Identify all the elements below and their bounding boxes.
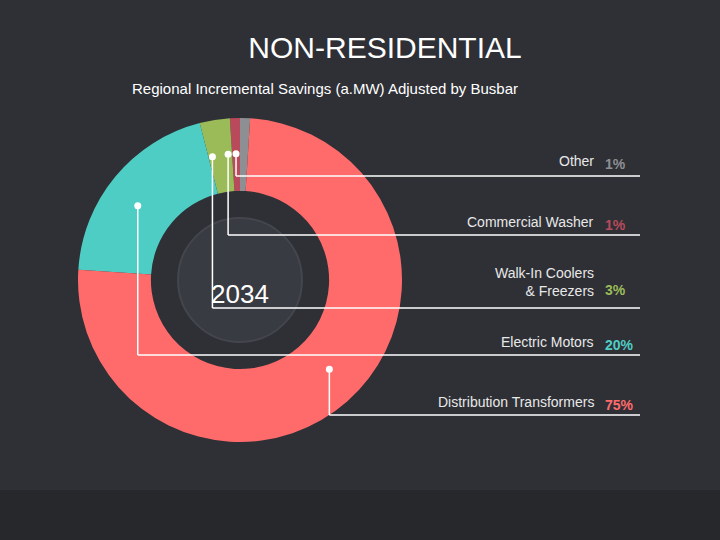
svg-text:1%: 1% xyxy=(605,156,626,172)
svg-text:Other: Other xyxy=(559,153,594,169)
svg-text:2034: 2034 xyxy=(211,279,269,309)
svg-text:Regional Incremental Savings (: Regional Incremental Savings (a.MW) Adju… xyxy=(132,80,518,97)
svg-text:1%: 1% xyxy=(605,217,626,233)
svg-text:NON-RESIDENTIAL: NON-RESIDENTIAL xyxy=(248,31,521,64)
svg-text:Commercial Washer: Commercial Washer xyxy=(467,214,594,230)
svg-text:Walk-In Coolers& Freezers: Walk-In Coolers& Freezers xyxy=(495,265,594,299)
svg-text:20%: 20% xyxy=(605,337,634,353)
svg-text:75%: 75% xyxy=(605,397,634,413)
svg-text:3%: 3% xyxy=(605,282,626,298)
svg-text:Electric Motors: Electric Motors xyxy=(501,334,594,350)
svg-text:Distribution Transformers: Distribution Transformers xyxy=(438,394,594,410)
